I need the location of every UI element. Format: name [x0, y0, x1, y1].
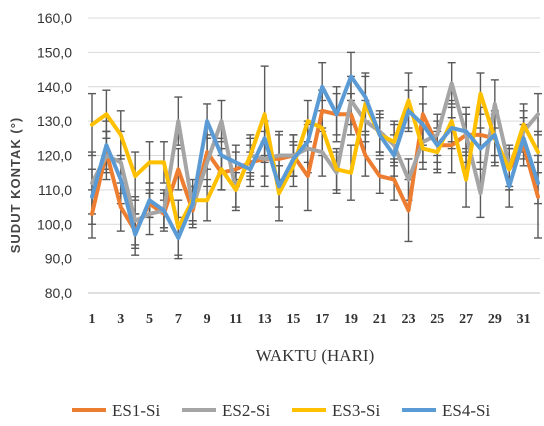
- x-tick-label: 21: [373, 312, 387, 327]
- y-tick-label: 110,0: [38, 182, 72, 198]
- y-tick-label: 120,0: [37, 148, 72, 164]
- legend-item: ES4-Si: [402, 401, 490, 420]
- x-tick-label: 5: [146, 312, 153, 327]
- x-tick-label: 1: [89, 312, 96, 327]
- legend-label: ES3-Si: [332, 401, 380, 420]
- x-tick-label: 23: [402, 312, 416, 327]
- y-axis: 80,0 90,0 100,0 110,0 120,0 130,0 140,0 150,0 16…: [37, 10, 72, 301]
- series-lines: [90, 74, 540, 240]
- x-tick-label: 19: [344, 312, 358, 327]
- x-tick-label: 25: [430, 312, 444, 327]
- x-tick-label: 15: [286, 312, 300, 327]
- legend-label: ES4-Si: [442, 401, 490, 420]
- x-tick-label: 27: [459, 312, 473, 327]
- series-line-es2-si: [90, 81, 540, 223]
- y-axis-title: SUDUT KONTAK (°): [8, 117, 23, 254]
- y-tick-label: 100,0: [37, 216, 72, 232]
- x-axis-title: WAKTU (HARI): [256, 346, 375, 365]
- y-tick-label: 90,0: [45, 251, 72, 267]
- y-tick-label: 140,0: [37, 79, 72, 95]
- x-tick-label: 7: [175, 312, 182, 327]
- legend-item: ES1-Si: [72, 401, 160, 420]
- legend-item: ES3-Si: [292, 401, 380, 420]
- x-tick-label: 13: [258, 312, 272, 327]
- legend: ES1-Si ES2-Si ES3-Si ES4-Si: [72, 401, 490, 420]
- y-tick-label: 80,0: [45, 285, 72, 301]
- x-tick-label: 11: [229, 312, 242, 327]
- x-tick-label: 29: [488, 312, 502, 327]
- x-tick-label: 31: [517, 312, 531, 327]
- x-tick-label: 3: [117, 312, 124, 327]
- legend-item: ES2-Si: [182, 401, 270, 420]
- x-tick-label: 9: [204, 312, 211, 327]
- series-line-es4-si: [90, 74, 540, 240]
- y-tick-label: 130,0: [37, 113, 72, 129]
- legend-label: ES2-Si: [222, 401, 270, 420]
- y-tick-label: 160,0: [37, 10, 72, 26]
- legend-label: ES1-Si: [112, 401, 160, 420]
- x-tick-label: 17: [315, 312, 329, 327]
- x-axis: 1 3 5 7 9 11 13 15 17 19 21 23 25 27 29 31: [88, 292, 540, 327]
- y-tick-label: 150,0: [37, 44, 72, 60]
- series-line-es3-si: [90, 91, 540, 230]
